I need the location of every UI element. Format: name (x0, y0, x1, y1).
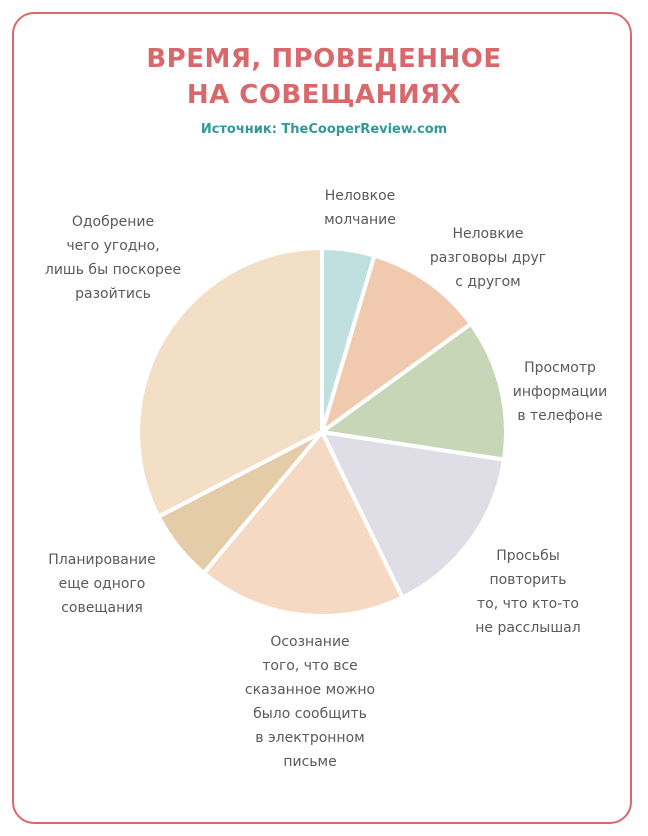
slice-label-line: еще одного (59, 576, 146, 592)
slice-label-line: разойтись (75, 286, 151, 302)
slice-label-line: молчание (324, 212, 396, 228)
source-credit: Источник: TheCooperReview.com (200, 122, 448, 137)
slice-label-line: Планирование (48, 552, 155, 568)
slice-label-line: письме (283, 754, 336, 770)
slice-label-line: в телефоне (517, 408, 602, 424)
slice-label: Осознание того, что все сказанное можно был… (245, 634, 375, 770)
slice-label-line: Неловкое (325, 188, 396, 204)
slice-label-line: не расслышал (475, 620, 580, 636)
slice-label-line: Неловкие (452, 226, 523, 242)
slice-label-line: Просьбы (496, 548, 560, 564)
slice-label-line: в электронном (255, 730, 364, 746)
slice-label-line: с другом (455, 274, 520, 290)
pie-slice (320, 430, 506, 600)
slice-label: Одобрение чего угодно, лишь бы поскорее раз… (45, 214, 181, 302)
slice-label-line: разговоры друг (430, 250, 546, 266)
slice-label-line: лишь бы поскорее (45, 262, 181, 278)
slice-label-line: информации (513, 384, 608, 400)
title-line-1: ВРЕМЯ, ПРОВЕДЕННОЕ (146, 44, 502, 74)
pie-slice (320, 253, 473, 434)
slice-label-line: того, что все (262, 658, 358, 674)
slice-label-line: было сообщить (253, 706, 367, 722)
slice-label: Неловкое молчание (324, 188, 396, 228)
slice-label-line: чего угодно, (66, 238, 159, 254)
slice-label: Просмотр информации в телефоне (513, 360, 608, 424)
pie-slice (320, 321, 508, 462)
slice-label-line: Одобрение (72, 214, 154, 230)
slice-label-line: Просмотр (524, 360, 596, 376)
slice-label-line: повторить (489, 572, 566, 588)
pie-slice (201, 430, 405, 618)
slice-label-line: совещания (61, 600, 143, 616)
slice-label-line: Осознание (270, 634, 349, 650)
slice-label-line: то, что кто-то (477, 596, 579, 612)
slice-label: Планирование еще одного совещания (48, 552, 155, 616)
pie-slice (136, 246, 324, 519)
slice-label-line: сказанное можно (245, 682, 375, 698)
slice-label: Просьбы повторить то, что кто-то не расслыш… (475, 548, 580, 636)
slice-label: Неловкие разговоры друг с другом (430, 226, 546, 290)
title-line-2: НА СОВЕЩАНИЯХ (186, 80, 462, 110)
